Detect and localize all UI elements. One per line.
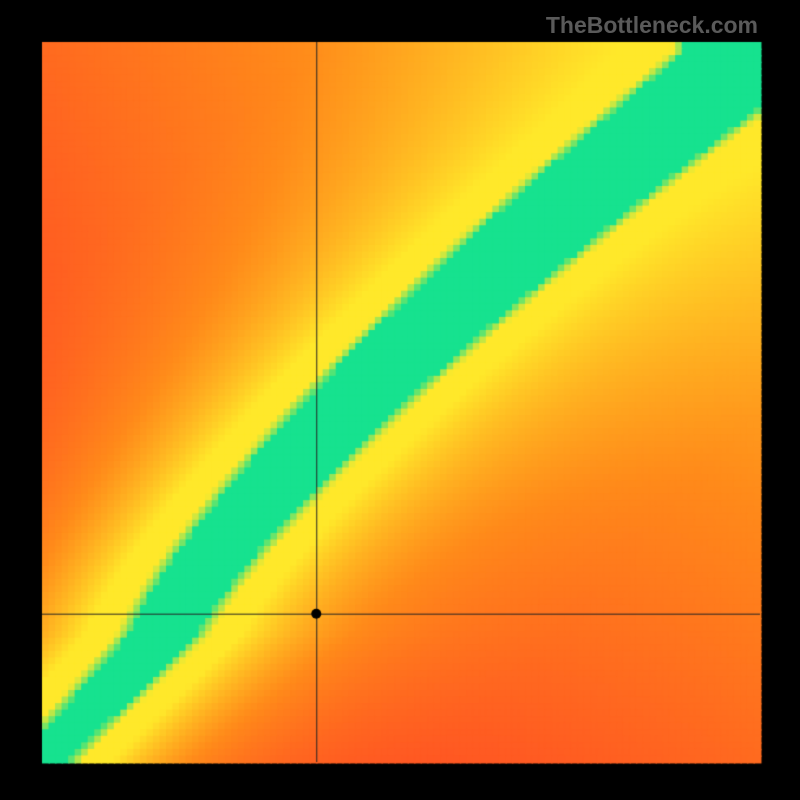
watermark-text: TheBottleneck.com <box>546 12 758 39</box>
chart-container: { "watermark": { "text": "TheBottleneck.… <box>0 0 800 800</box>
bottleneck-heatmap <box>0 0 800 800</box>
